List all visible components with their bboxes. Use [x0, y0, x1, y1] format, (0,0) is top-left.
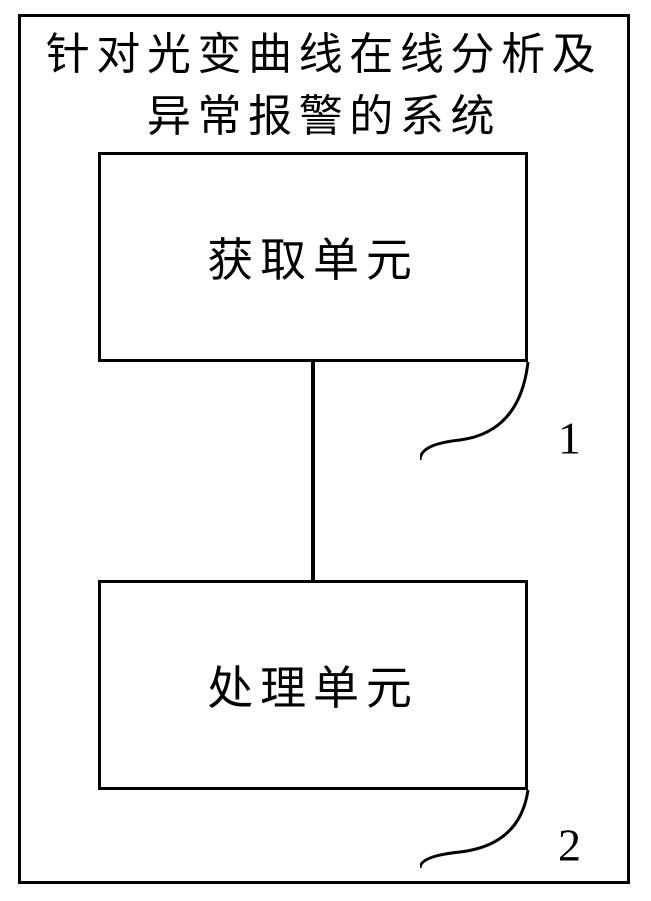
- block-label: 处理单元: [207, 652, 419, 718]
- title-line2: 异常报警的系统: [147, 92, 501, 141]
- callout-curve-1: [420, 362, 560, 462]
- block-label: 获取单元: [207, 224, 419, 290]
- block-processing-unit: 处理单元: [98, 580, 528, 790]
- callout-label-1: 1: [558, 412, 581, 465]
- callout-label-2: 2: [558, 819, 581, 872]
- callout-curve-2: [420, 790, 560, 870]
- title-line1: 针对光变曲线在线分析及: [46, 30, 603, 79]
- diagram-title: 针对光变曲线在线分析及 异常报警的系统: [18, 24, 630, 147]
- connector-line: [311, 362, 315, 580]
- block-acquisition-unit: 获取单元: [98, 152, 528, 362]
